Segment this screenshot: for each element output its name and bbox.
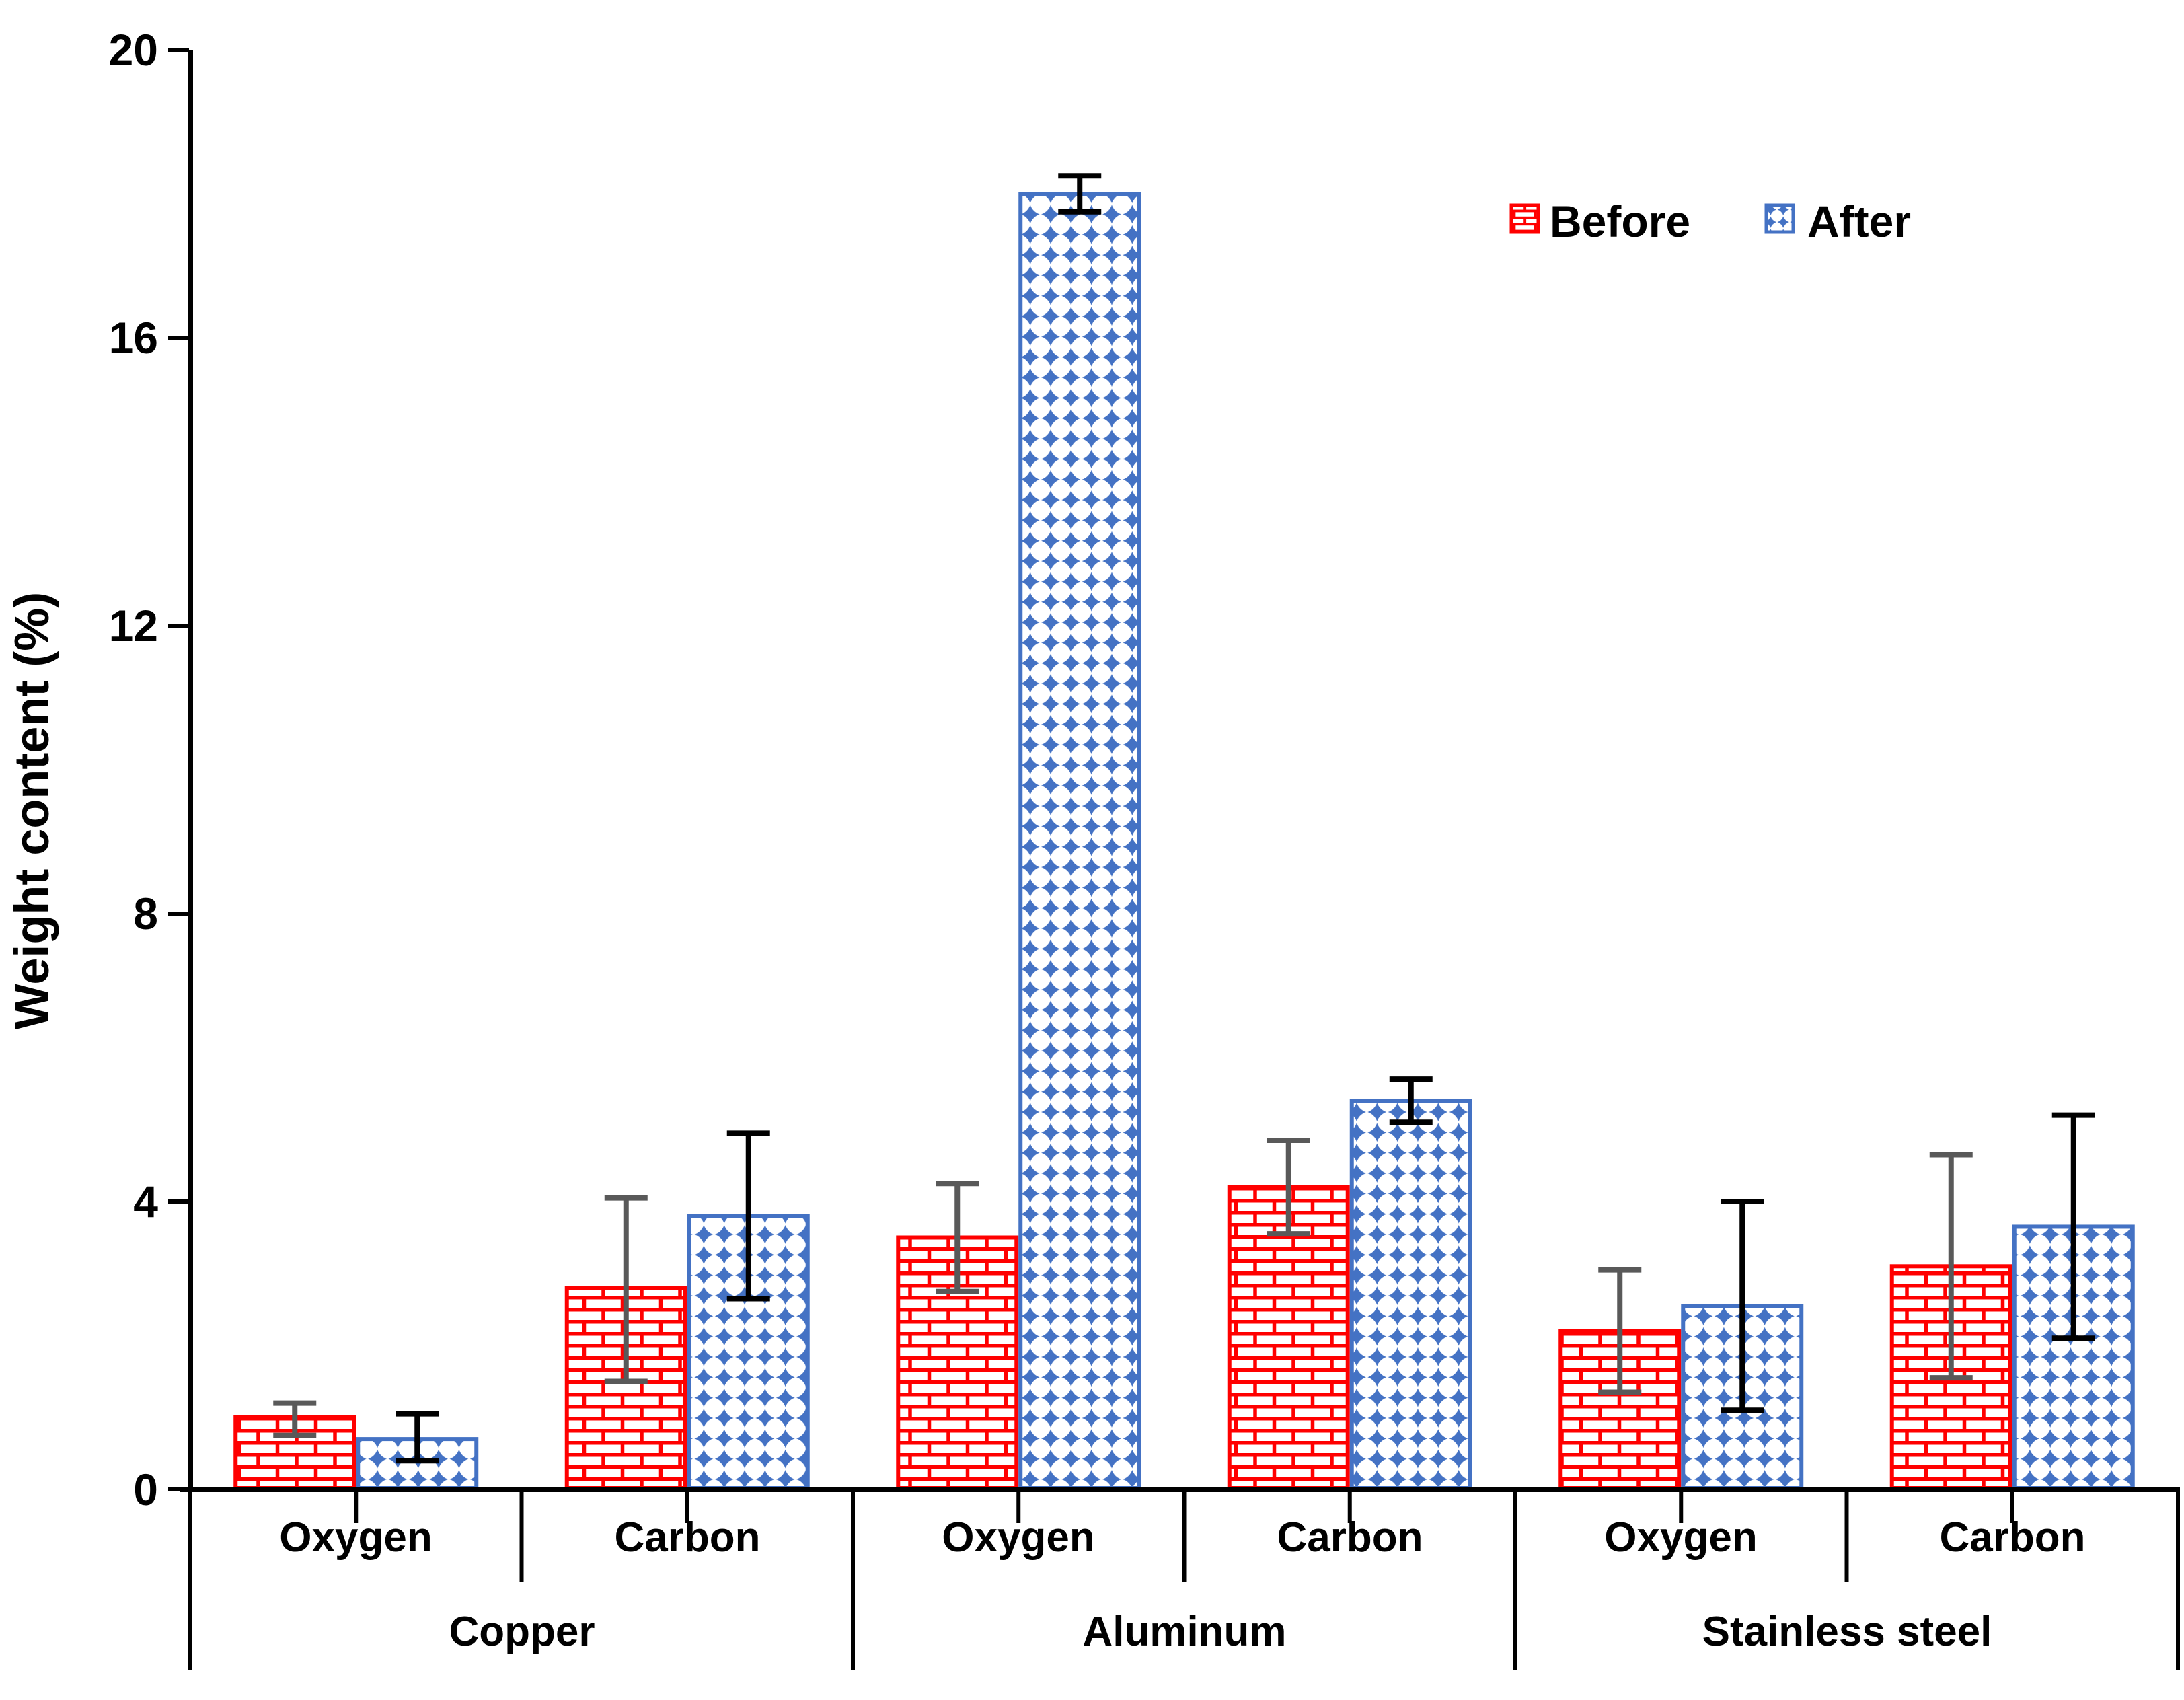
y-tick-label-16: 16: [108, 313, 158, 363]
x-label-stainless-carbon: Carbon: [1939, 1514, 2086, 1561]
x-group-label-copper: Copper: [449, 1609, 595, 1655]
y-tick-label-20: 20: [108, 25, 158, 75]
x-label-aluminum-carbon: Carbon: [1277, 1514, 1423, 1561]
x-axis-line: [180, 1487, 2180, 1492]
y-tick-label-4: 4: [133, 1177, 158, 1226]
legend-after-label: After: [1807, 196, 1912, 246]
legend-before-label: Before: [1550, 196, 1691, 246]
x-label-copper-oxygen: Oxygen: [279, 1514, 432, 1561]
y-tick-label-8: 8: [133, 889, 158, 938]
x-label-aluminum-oxygen: Oxygen: [942, 1514, 1095, 1561]
x-label-copper-carbon: Carbon: [614, 1514, 761, 1561]
y-tick-label-0: 0: [133, 1465, 158, 1514]
y-tick-label-12: 12: [108, 601, 158, 651]
legend-before-swatch: [1509, 203, 1540, 234]
x-group-label-stainless-steel: Stainless steel: [1702, 1609, 1992, 1655]
x-group-label-aluminum: Aluminum: [1082, 1609, 1287, 1655]
x-label-stainless-oxygen: Oxygen: [1604, 1514, 1758, 1561]
y-axis-title: Weight content (%): [5, 591, 59, 1030]
bar-after-aluminum-carbon: [1349, 1099, 1472, 1490]
legend-after-swatch: [1764, 203, 1795, 234]
bar-after-aluminum-oxygen: [1018, 192, 1141, 1490]
y-axis-line: [188, 50, 193, 1492]
